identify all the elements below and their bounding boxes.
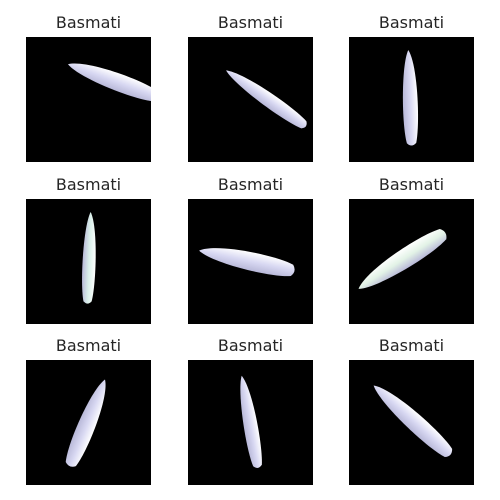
rice-grain-photo [402,50,419,146]
rice-grain [65,379,106,467]
rice-grain [358,228,447,289]
rice-grain [199,248,295,277]
rice-grain [82,212,96,304]
rice-grain-photo [67,63,151,102]
rice-grain-image [26,37,151,162]
rice-grain-image [26,199,151,324]
panel-title: Basmati [378,175,445,194]
grain-panel: Basmati [349,335,474,485]
grain-panel: Basmati [188,12,313,162]
grain-panel: Basmati [349,12,474,162]
rice-grain [402,50,419,146]
grain-panel: Basmati [188,335,313,485]
panel-title: Basmati [217,336,284,355]
rice-grain-photo [82,212,96,304]
panel-title: Basmati [55,13,122,32]
panel-title: Basmati [217,175,284,194]
rice-grain [373,385,453,458]
rice-grain [226,70,307,129]
rice-grain [240,375,262,468]
grain-panel: Basmati [26,335,151,485]
rice-grain-image [349,199,474,324]
grain-panel: Basmati [26,12,151,162]
panel-title: Basmati [55,175,122,194]
rice-grain [67,63,151,102]
rice-grain-photo [199,248,295,277]
panel-title: Basmati [378,336,445,355]
panel-title: Basmati [55,336,122,355]
rice-grain-image [26,360,151,485]
rice-grain-image [188,199,313,324]
rice-grain-image [188,37,313,162]
grain-panel: Basmati [188,174,313,324]
rice-grain-image [349,360,474,485]
rice-grain-photo [358,228,447,289]
panel-title: Basmati [378,13,445,32]
rice-grain-photo [240,375,262,468]
grain-panel: Basmati [26,174,151,324]
rice-grain-image [349,37,474,162]
rice-grain-photo [226,70,307,129]
rice-grain-photo [373,385,453,458]
rice-grain-photo [65,379,106,467]
rice-grain-image [188,360,313,485]
panel-title: Basmati [217,13,284,32]
grain-panel: Basmati [349,174,474,324]
